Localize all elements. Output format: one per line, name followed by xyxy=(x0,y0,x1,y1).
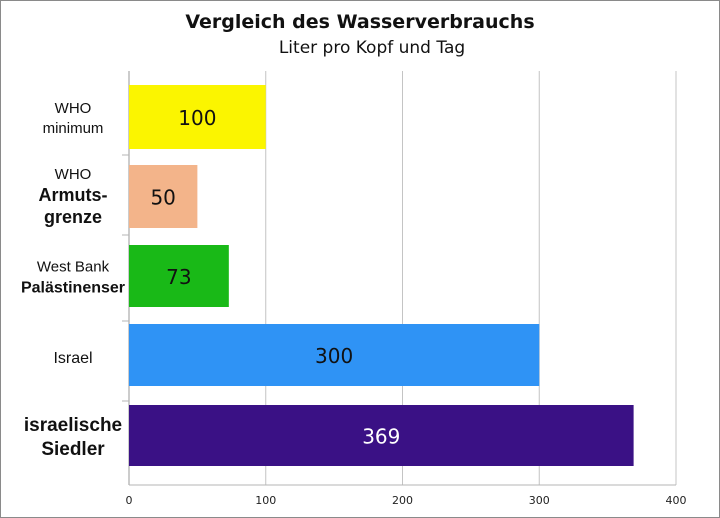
category-label: West Bank xyxy=(37,259,110,276)
chart-subtitle: Liter pro Kopf und Tag xyxy=(278,38,466,58)
category-label: Siedler xyxy=(41,439,105,460)
x-tick-label: 300 xyxy=(529,494,550,507)
x-tick-label: 400 xyxy=(666,494,687,507)
bar xyxy=(129,85,266,149)
category-label: WHO xyxy=(55,100,92,117)
bar xyxy=(129,245,229,307)
chart-title: Vergleich des Wasserverbrauchs xyxy=(185,11,535,33)
x-tick-label: 200 xyxy=(392,494,413,507)
category-label: Armuts- xyxy=(38,185,107,205)
x-tick-label: 0 xyxy=(126,494,133,507)
bar-value-label: 300 xyxy=(315,344,353,368)
bar xyxy=(129,165,198,228)
bar-value-label: 100 xyxy=(178,106,216,130)
category-label: Palästinenser xyxy=(21,280,125,297)
bar-value-label: 369 xyxy=(362,425,400,449)
bar xyxy=(129,405,634,466)
category-label: israelische xyxy=(24,415,122,436)
bar-value-label: 50 xyxy=(150,186,175,210)
category-label: Israel xyxy=(53,350,92,367)
category-label: grenze xyxy=(44,207,102,227)
bar xyxy=(129,324,540,386)
x-tick-label: 100 xyxy=(255,494,276,507)
category-label: minimum xyxy=(43,120,104,137)
category-label: WHO xyxy=(55,166,92,183)
bar-value-label: 73 xyxy=(166,265,191,289)
